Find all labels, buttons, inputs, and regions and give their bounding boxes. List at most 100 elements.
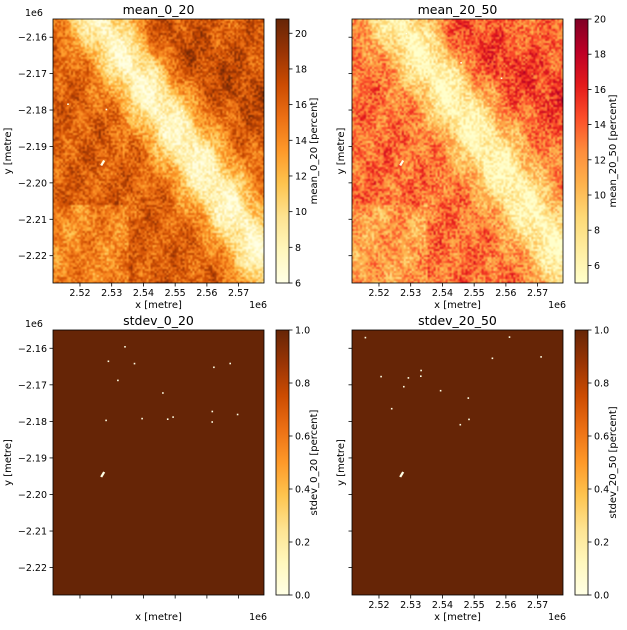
speck-mark [107,360,110,363]
speck-mark [229,362,231,365]
speck-mark [380,375,382,378]
colorbar-tick-label: 0.4 [594,485,609,496]
panel-mean-0-20: mean_0_20 2.52 2.53 2.54 2.55 2.56 2.57 x [metr… [3,2,320,311]
speck-mark [67,103,69,105]
y-tick-label: −2.20 [18,178,47,189]
x-tick-label: 2.55 [464,600,485,611]
speck-mark [105,108,108,111]
colorbar-tick-label: 1.0 [594,326,609,337]
x-tick-label: 2.57 [527,288,548,299]
y-axis-label: y [metre] [3,439,14,486]
y-tick-label: −2.17 [18,380,47,391]
x-axis-label: x [metre] [434,612,481,623]
chart-title: stdev_20_50 [418,313,497,328]
axes-frame [351,18,564,284]
colorbar-tick-label: 0.0 [594,591,609,602]
axes-frame [52,329,265,596]
x-tick-label: 2.52 [368,600,389,611]
y-tick-label: −2.19 [18,142,47,153]
x-tick-label: 2.54 [432,288,453,299]
x-tick-label: 2.56 [495,288,516,299]
colorbar [275,18,290,284]
y-axis-label: y [metre] [336,439,347,486]
speck-mark [236,413,239,416]
speck-mark [508,336,511,338]
colorbar-tick-label: 12 [295,171,307,182]
x-tick-label: 2.52 [368,288,389,299]
chart-title: mean_0_20 [123,2,195,17]
speck-mark [390,407,393,410]
colorbar-tick-label: 14 [594,120,606,131]
speck-mark [403,385,405,388]
y-tick-label: −2.16 [18,344,47,355]
colorbar-tick-label: 8 [594,226,600,237]
x-axis-offset: 1e6 [548,300,566,311]
x-tick-label: 2.55 [464,288,485,299]
colorbar-tick-label: 20 [594,15,606,26]
y-tick-label: −2.20 [18,490,47,501]
speck-mark [420,369,422,372]
heatmap-image [352,19,563,283]
heatmap-image [53,330,264,595]
x-tick-label: 2.55 [165,288,186,299]
x-tick-label: 2.56 [495,600,516,611]
colorbar-tick-label: 0.6 [594,432,609,443]
colorbar-tick-label: 0.8 [594,379,609,390]
axes-frame [52,18,265,284]
panel-stdev-20-50: stdev_20_50 2.52 2.53 2.54 2.55 2.56 2.57 x [me… [336,313,619,623]
speck-mark [211,410,214,413]
speck-mark [105,419,107,422]
speck-mark [439,389,442,392]
y-axis-label: y [metre] [3,128,14,175]
y-tick-label: −2.18 [18,106,47,117]
x-axis-label: x [metre] [135,612,182,623]
colorbar-tick-label: 0.4 [295,485,310,496]
colorbar [275,329,290,596]
colorbar-label: mean_20_50 [percent] [608,94,619,207]
colorbar-tick-label: 0.2 [295,538,310,549]
y-tick-label: −2.21 [18,527,47,538]
bright-feature-mark [399,160,405,167]
colorbar-tick-label: 18 [295,64,307,75]
bright-feature-mark [100,160,106,167]
colorbar-tick-label: 14 [295,136,307,147]
colorbar-tick-label: 8 [295,243,301,254]
chart-title: mean_20_50 [418,2,498,17]
speck-mark [459,423,462,426]
x-axis-offset: 1e6 [548,612,566,623]
speck-mark [172,416,174,418]
colorbar-tick-label: 10 [295,207,307,218]
x-axis-offset: 1e6 [249,612,267,623]
x-tick-label: 2.53 [400,288,421,299]
y-tick-label: −2.18 [18,417,47,428]
speck-mark [491,357,494,360]
speck-mark [468,418,470,421]
heatmap-image [53,19,264,283]
colorbar [574,329,589,596]
colorbar-label: mean_0_20 [percent] [309,98,320,205]
x-tick-label: 2.57 [228,288,249,299]
x-tick-label: 2.54 [133,288,154,299]
colorbar-tick-label: 1.0 [295,326,310,337]
y-axis-offset: 1e6 [25,8,43,19]
colorbar-tick-label: 20 [295,29,307,40]
speck-mark [364,336,367,339]
y-tick-label: −2.22 [18,251,47,262]
colorbar-tick-label: 16 [295,100,307,111]
speck-mark [181,109,183,112]
speck-mark [460,62,462,64]
colorbar-tick-label: 6 [295,279,301,290]
bright-feature-mark [100,471,106,478]
colorbar-tick-label: 0.6 [295,432,310,443]
speck-mark [540,356,542,358]
colorbar-tick-label: 16 [594,85,606,96]
x-axis-label: x [metre] [434,300,481,311]
speck-mark [124,346,126,348]
y-tick-label: −2.16 [18,33,47,44]
x-tick-label: 2.56 [196,288,217,299]
speck-mark [405,32,408,35]
panel-mean-20-50: mean_20_50 2.52 2.53 2.54 2.55 2.56 2.57 x [met… [336,2,619,311]
speck-mark [133,362,136,365]
speck-mark [407,377,410,379]
